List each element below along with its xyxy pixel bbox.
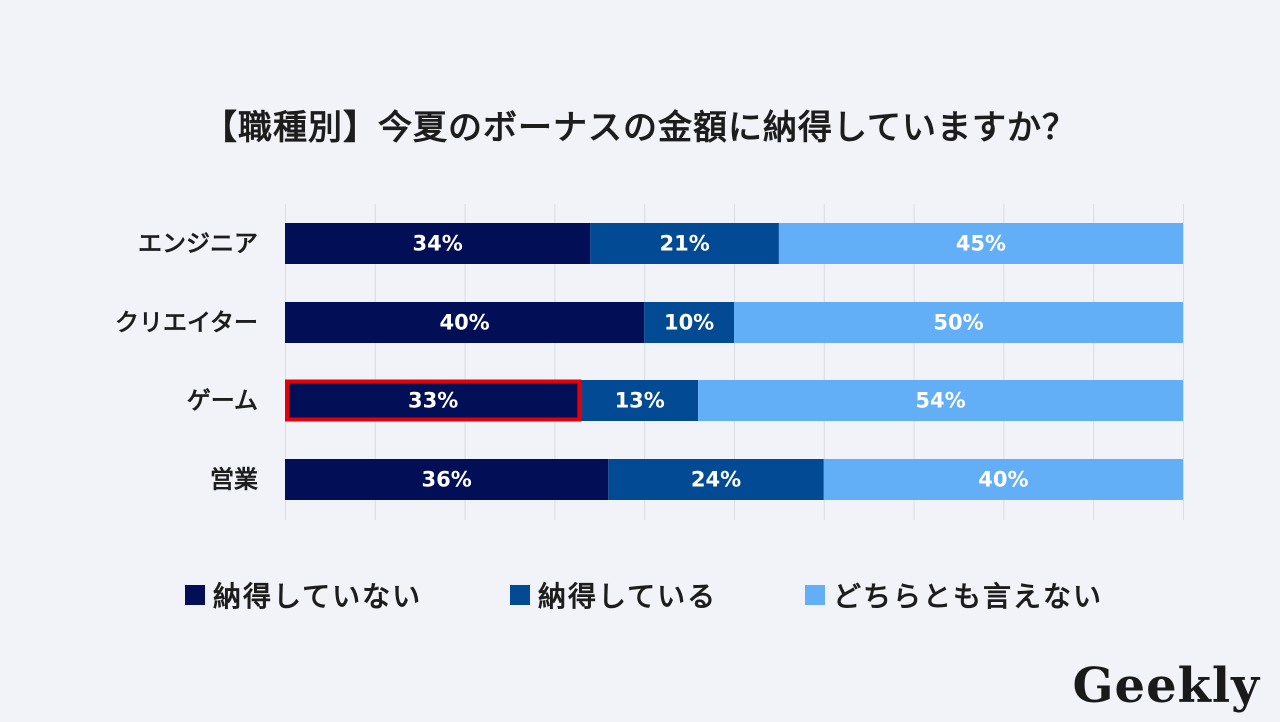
bar-creator-neutral — [734, 302, 1183, 343]
legend-label-neutral: どちらとも言えない — [833, 580, 1104, 613]
bar-game-satisfied — [581, 380, 699, 421]
legend-swatch-satisfied — [510, 585, 530, 605]
bar-engineer-satisfied — [590, 223, 779, 264]
data-label-game-not-satisfied: 33% — [408, 389, 458, 413]
data-label-sales-neutral: 40% — [978, 468, 1028, 492]
legend-swatch-not-satisfied — [185, 585, 205, 605]
data-label-sales-not-satisfied: 36% — [422, 468, 472, 492]
stacked-bar-chart: エンジニア 34% 21% 45% クリエイター 40% 10% 50% ゲーム 33% 13% 54… — [115, 204, 1184, 520]
highlight-box — [285, 379, 582, 422]
data-label-engineer-not-satisfied: 34% — [413, 232, 463, 256]
bar-game-neutral — [698, 380, 1183, 421]
bar-engineer-neutral — [778, 223, 1183, 264]
category-label-creator: クリエイター — [115, 309, 258, 337]
category-label-game: ゲーム — [187, 387, 258, 415]
legend-swatch-neutral — [805, 585, 825, 605]
bar-creator-satisfied — [644, 302, 734, 343]
data-label-sales-satisfied: 24% — [691, 468, 741, 492]
data-label-creator-not-satisfied: 40% — [439, 311, 489, 335]
data-label-engineer-neutral: 45% — [956, 232, 1006, 256]
legend-label-satisfied: 納得している — [538, 580, 718, 613]
legend-item-neutral: どちらとも言えない — [805, 575, 1103, 615]
legend: 納得していない 納得している どちらとも言えない — [0, 575, 1280, 615]
category-label-engineer: エンジニア — [138, 230, 258, 258]
data-label-engineer-satisfied: 21% — [659, 232, 709, 256]
bar-sales-neutral — [823, 459, 1183, 500]
data-label-game-neutral: 54% — [915, 389, 965, 413]
bar-sales-not-satisfied — [285, 459, 609, 500]
bar-sales-satisfied — [608, 459, 824, 500]
legend-label-not-satisfied: 納得していない — [213, 580, 423, 613]
chart-title: 【職種別】今夏のボーナスの金額に納得していますか？ — [203, 108, 1077, 148]
bar-engineer-not-satisfied — [285, 223, 591, 264]
data-label-game-satisfied: 13% — [615, 389, 665, 413]
legend-item-satisfied: 納得している — [510, 575, 717, 615]
data-label-creator-satisfied: 10% — [664, 311, 714, 335]
bar-game-not-satisfied — [285, 380, 582, 421]
geekly-logo: Geekly — [1072, 658, 1260, 714]
category-label-sales: 営業 — [210, 466, 258, 494]
legend-item-not-satisfied: 納得していない — [185, 575, 422, 615]
data-label-creator-neutral: 50% — [933, 311, 983, 335]
bar-creator-not-satisfied — [285, 302, 645, 343]
